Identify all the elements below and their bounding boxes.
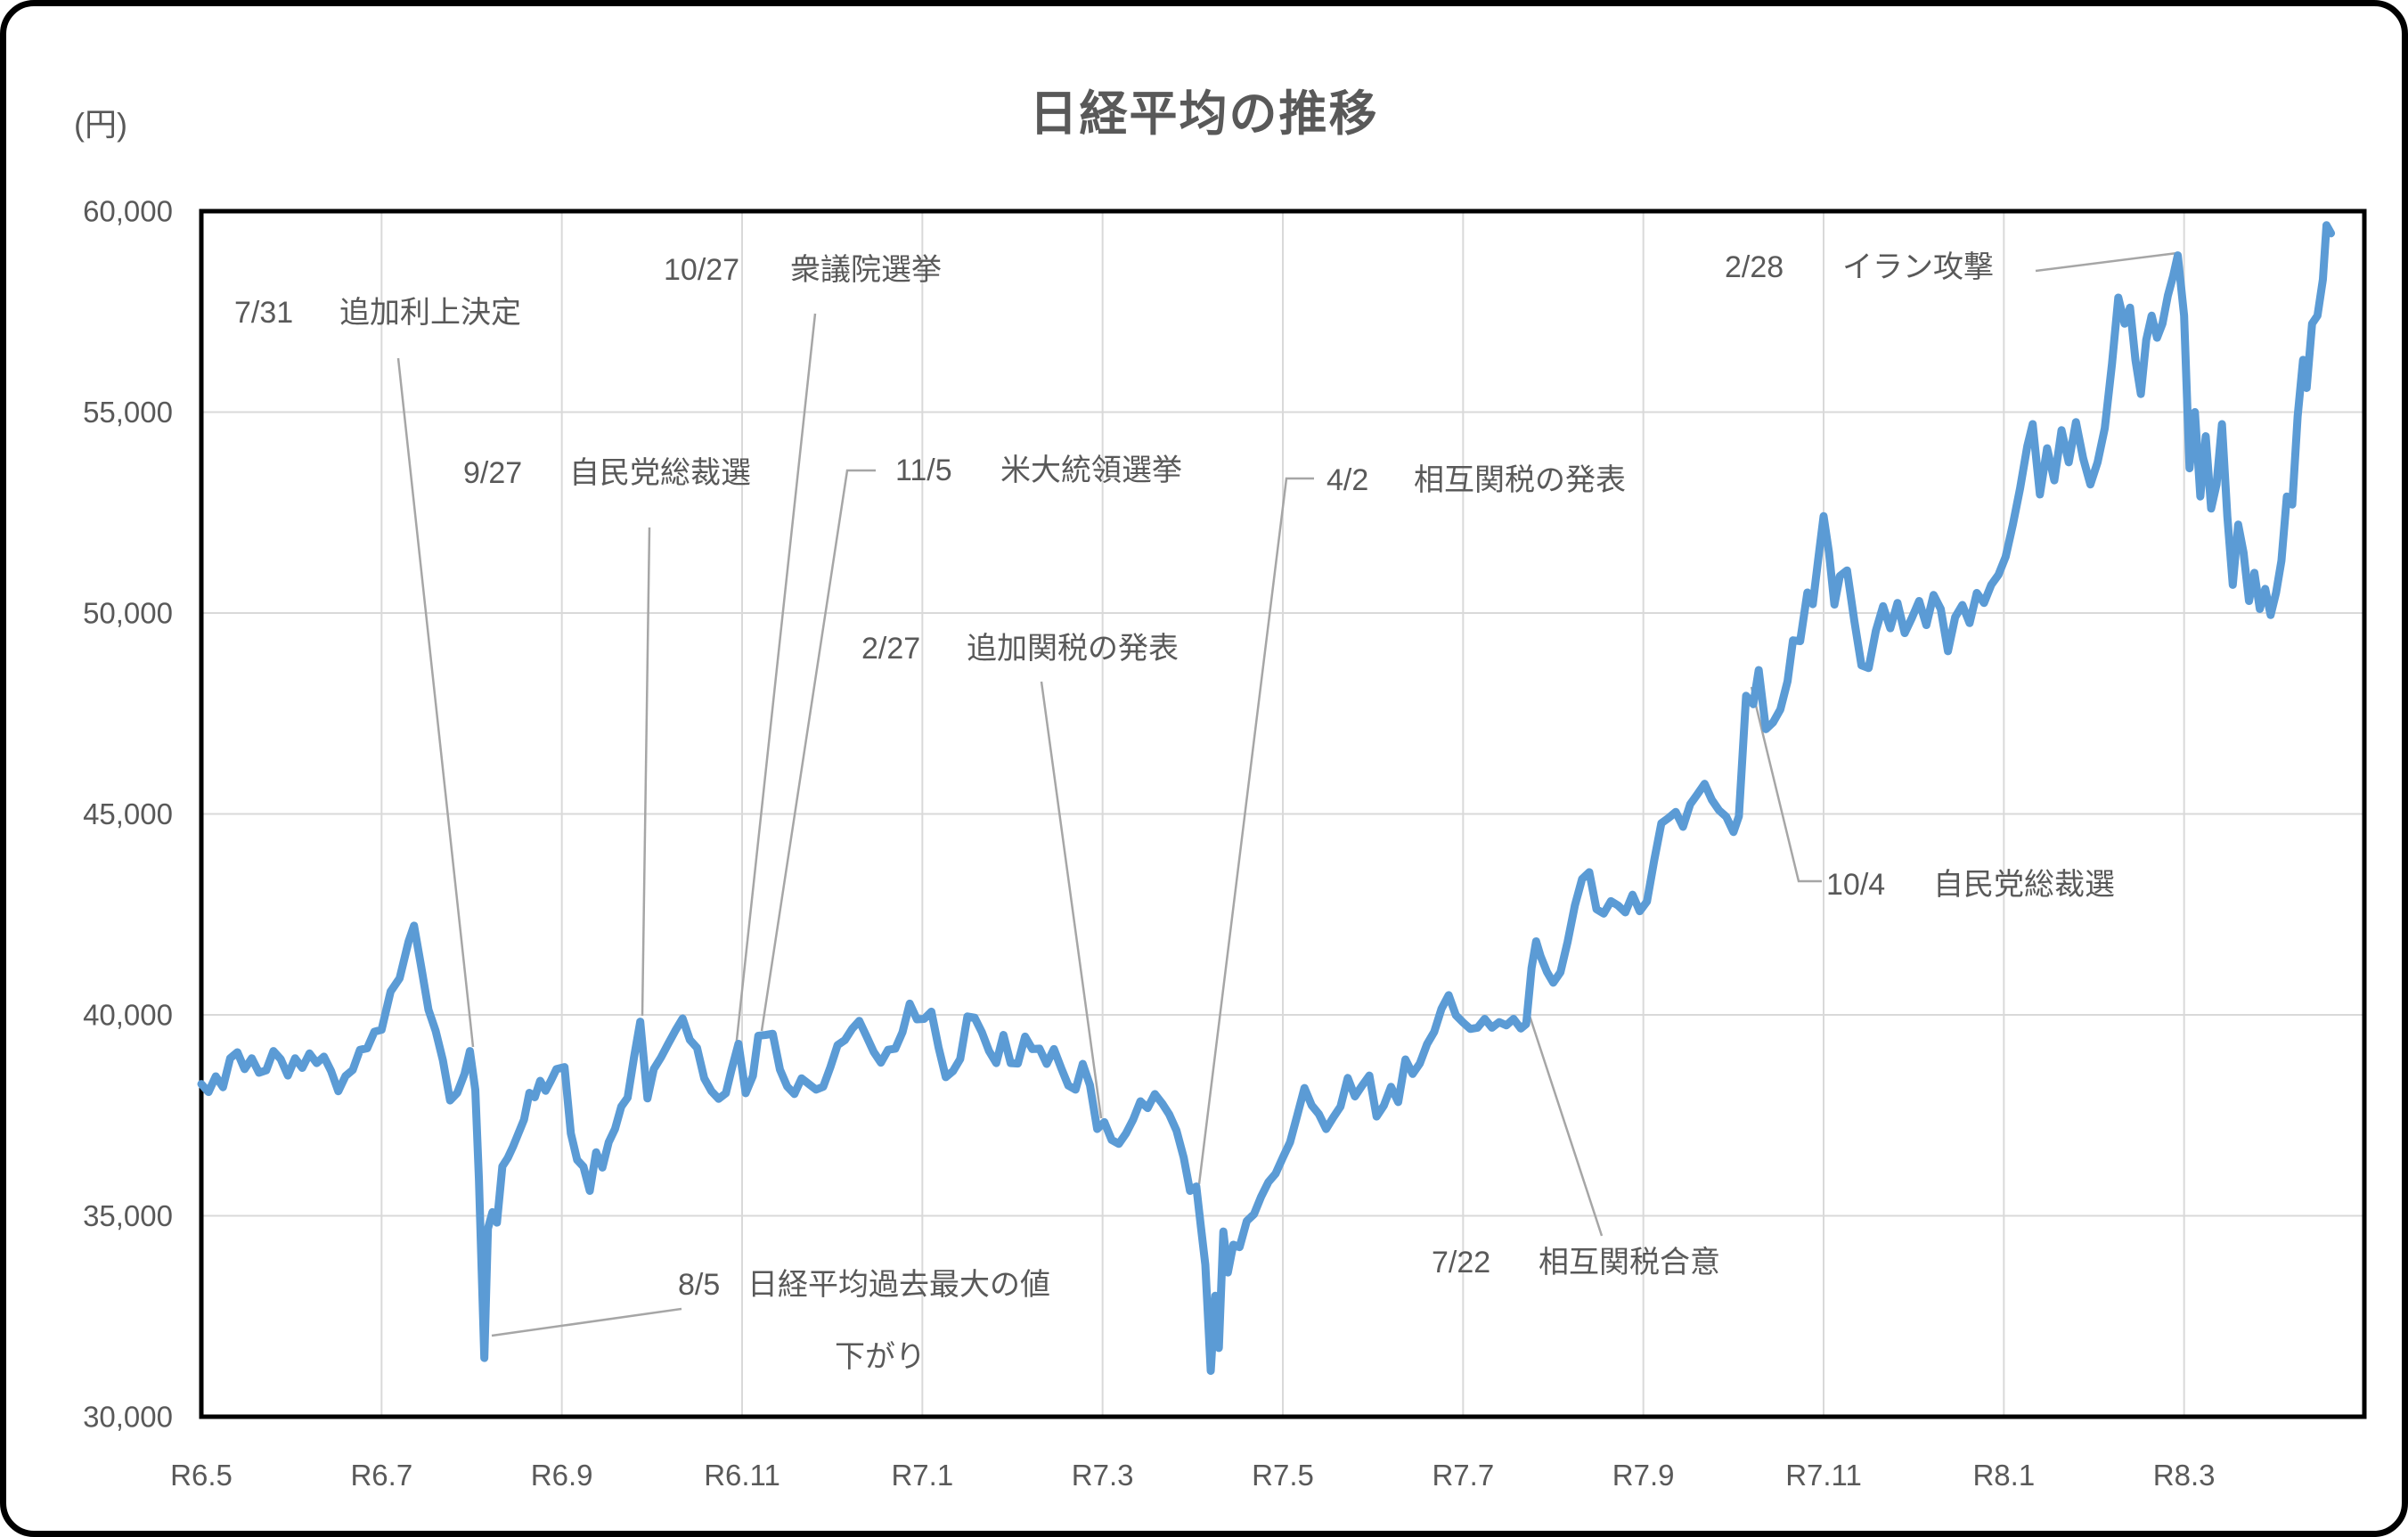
annotation-text: イラン攻撃 [1842,250,1994,284]
annotation-date: 8/5 [678,1268,720,1302]
y-axis-unit-label: (円) [74,106,127,143]
annotation-leader [2035,251,2178,273]
annotation-text: 追加関税の発表 [967,632,1179,666]
annotation-text: 米大統領選挙 [1000,454,1182,487]
x-tick-label: R6.7 [350,1459,412,1492]
annotation-label: 8/5 日経平均過去最大の値 [678,1268,1050,1302]
annotation-label: 2/28 イラン攻撃 [1725,250,1994,284]
annotation-label: 11/5 米大統領選挙 [895,454,1182,487]
annotation-text: 下がり [835,1340,926,1374]
annotation-date: 10/27 [664,253,739,287]
x-tick-label: R6.9 [531,1459,593,1492]
annotation-text: 自民党総裁選 [569,456,751,490]
annotation-text: 衆議院選挙 [790,253,942,287]
annotation-label: 4/2 相互関税の発表 [1326,463,1626,497]
chart-title: 日経平均の推移 [1029,87,1379,141]
annotation-date: 4/2 [1326,463,1368,497]
x-tick-label: R7.9 [1612,1459,1675,1492]
annotation-date: 9/27 [463,456,522,490]
plot-frame [199,208,2367,1419]
annotation-leader [760,469,876,1032]
annotation-text: 相互関税の発表 [1414,463,1626,497]
annotation-label: 7/22 相互関税合意 [1432,1246,1720,1279]
annotation-label: 2/27 追加関税の発表 [861,632,1179,666]
annotation-leader [732,313,817,1066]
x-tick-label: R7.3 [1072,1459,1134,1492]
annotation-text: 自民党総裁選 [1933,868,2115,902]
annotation-leader [396,357,475,1048]
x-tick-label: R6.5 [170,1459,233,1492]
y-tick-label: 40,000 [83,999,173,1032]
x-tick-label: R7.1 [891,1459,953,1492]
y-tick-label: 55,000 [83,396,173,429]
x-tick-label: R7.5 [1252,1459,1314,1492]
annotation-text: 相互関税合意 [1539,1246,1720,1279]
annotation-date: 10/4 [1826,868,1885,902]
annotation-date: 2/27 [861,632,920,666]
annotation-leader [1750,686,1822,883]
annotation-leader [641,527,651,1017]
annotation-leader [1527,1012,1604,1237]
nikkei-chart-svg: 60,000 55,000 50,000 45,000 40,000 35,000 30,0… [83,195,2367,1492]
x-tick-label: R7.7 [1432,1459,1494,1492]
x-tick-label: R6.11 [704,1459,780,1492]
nikkei-line [197,221,2336,1376]
annotation-leader [1040,681,1103,1119]
annotation-leader [491,1307,682,1337]
annotation-date: 7/31 [234,296,293,330]
x-tick-label: R7.11 [1785,1459,1862,1492]
annotation-label: 10/27 衆議院選挙 [664,253,942,287]
annotation-label-line2: 下がり [835,1340,926,1374]
annotation-text: 日経平均過去最大の値 [747,1268,1050,1302]
annotation-label: 7/31 追加利上決定 [234,296,521,330]
annotation-leader [1197,477,1314,1185]
annotation-date: 2/28 [1725,250,1784,284]
annotation-date: 7/22 [1432,1246,1490,1279]
y-tick-label: 50,000 [83,597,173,630]
annotation-label: 9/27 自民党総裁選 [463,456,751,490]
annotation-label: 10/4 自民党総裁選 [1826,868,2115,902]
y-tick-label: 35,000 [83,1199,173,1232]
y-tick-label: 45,000 [83,797,173,830]
y-tick-label: 30,000 [83,1401,173,1434]
x-tick-label: R8.3 [2153,1459,2216,1492]
x-tick-label: R8.1 [1972,1459,2035,1492]
annotation-text: 追加利上決定 [339,296,521,330]
y-tick-label: 60,000 [83,195,173,228]
annotation-date: 11/5 [895,454,952,487]
